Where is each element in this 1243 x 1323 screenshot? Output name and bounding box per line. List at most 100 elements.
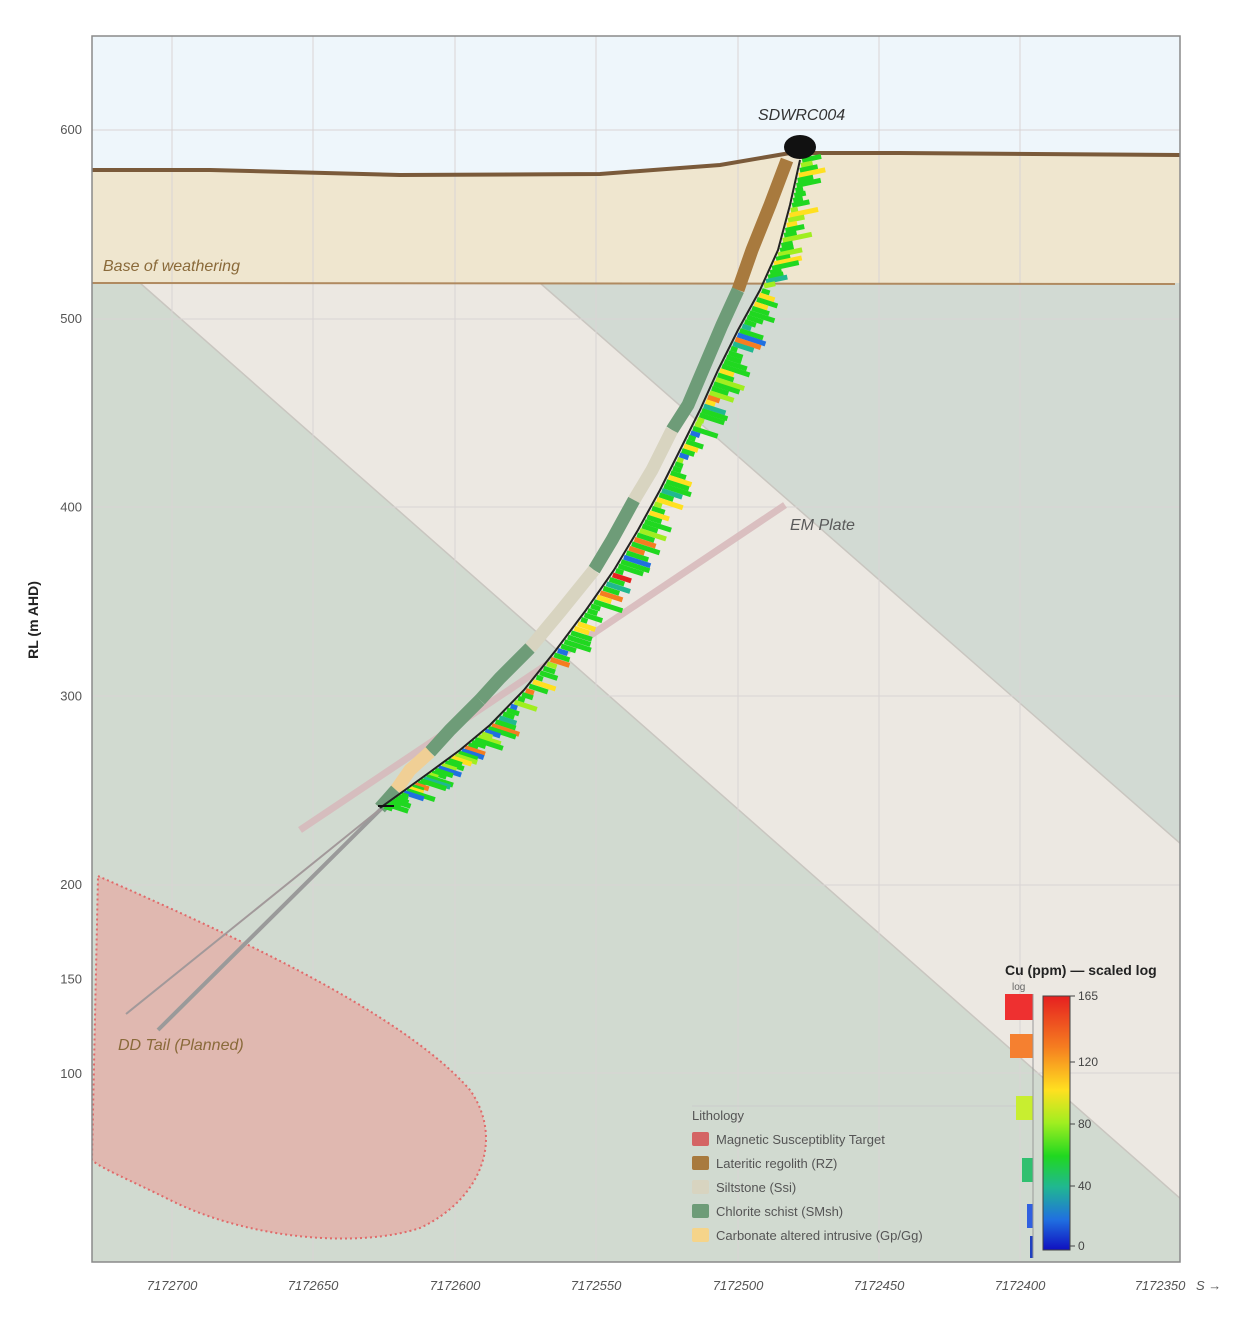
cu-assay-bar	[730, 345, 738, 353]
cu-assay-bar	[703, 403, 727, 416]
cu-assay-bar	[386, 802, 409, 814]
dd-tail-planned	[156, 798, 392, 1032]
cu-assay-bar	[687, 434, 697, 442]
cu-assay-bar	[741, 323, 752, 332]
cu-assay-bar	[715, 376, 745, 391]
cu-assay-bar	[494, 719, 517, 731]
colorbar-sub: log	[1012, 982, 1025, 993]
cu-assay-bar	[419, 778, 447, 792]
cu-assay-bar	[599, 590, 624, 603]
cb-bar-165	[1005, 994, 1033, 1020]
cu-assay-bar	[521, 691, 534, 701]
cu-assay-bar	[546, 661, 558, 670]
ground-surface	[92, 151, 1180, 178]
cu-assay-bar	[721, 363, 751, 378]
legend-label: Chlorite schist (SMsh)	[716, 1204, 843, 1219]
cu-assay-bar	[727, 350, 744, 360]
colorbar-ticks: 165 120 80 40 0	[1070, 989, 1098, 1253]
cu-assay-bar	[784, 224, 805, 233]
cu-assay-bar	[570, 630, 593, 642]
cu-assay-bar	[751, 305, 770, 317]
cu-assay-bar	[743, 319, 757, 328]
cu-assay-bar	[615, 568, 625, 576]
cu-assay-bars	[383, 153, 826, 814]
cu-assay-bar	[414, 782, 430, 792]
cu-assay-bar	[577, 621, 597, 632]
dd-tail-secondary	[125, 805, 385, 1015]
cu-assay-bar	[753, 301, 769, 311]
cu-assay-bar	[651, 505, 666, 515]
colorbar: Cu (ppm) — scaled log log 165 120 80 40 0	[1005, 962, 1157, 1258]
colorbar-tick-label: 120	[1078, 1055, 1098, 1069]
cu-assay-bar	[719, 368, 735, 378]
cu-assay-bar	[636, 532, 656, 543]
cu-assay-bar	[734, 336, 762, 350]
y-tick-label: 400	[60, 500, 82, 515]
x-tick-label: 7172400	[995, 1278, 1046, 1293]
cu-assay-bar	[567, 634, 592, 647]
cu-assay-bar	[631, 541, 661, 556]
cu-assay-bar	[467, 742, 479, 751]
cu-assay-bar	[560, 643, 577, 654]
cu-assay-bar	[464, 745, 486, 757]
cu-assay-bar	[797, 174, 814, 183]
base-of-weathering-line	[92, 282, 1176, 285]
cu-assay-bar	[678, 452, 690, 461]
plot-frame	[91, 35, 1181, 1263]
cu-assay-bar	[799, 164, 819, 173]
cu-assay-bar	[484, 728, 502, 739]
cu-assay-bar	[502, 711, 515, 720]
cu-assay-bar	[620, 559, 651, 574]
cu-assay-bar	[694, 421, 703, 429]
cu-assay-bar	[532, 679, 557, 692]
cu-assay-bar	[437, 765, 462, 778]
cu-assay-bar	[767, 271, 784, 280]
weathering-label: Base of weathering	[103, 258, 240, 275]
cu-assay-bar	[796, 177, 822, 188]
cu-assay-bar	[646, 514, 663, 525]
cu-assay-bar	[461, 748, 485, 760]
weathered-zone	[92, 153, 1180, 285]
cu-assay-bar	[732, 341, 755, 353]
cu-assay-bar	[676, 456, 684, 464]
x-tick-label: 7172350	[1135, 1278, 1186, 1293]
colorbar-tick-label: 40	[1078, 1179, 1092, 1193]
cu-assay-bar	[775, 253, 791, 262]
cu-assay-bar	[658, 492, 675, 502]
y-axis-label: RL (m AHD)	[25, 581, 41, 659]
cu-assay-bar	[725, 354, 742, 365]
colorbar-tick-label: 80	[1078, 1117, 1092, 1131]
cu-assay-bar	[665, 479, 690, 492]
cu-assay-bar	[587, 608, 599, 616]
x-tick-label: 7172550	[571, 1278, 622, 1293]
cu-assay-bar	[596, 594, 613, 605]
hole-name-label: SDWRC004	[758, 107, 845, 124]
x-tick-label: 7172700	[147, 1278, 198, 1293]
cu-assay-bar	[763, 281, 776, 289]
y-tick-label: 150	[60, 971, 82, 986]
lithology-strip	[375, 157, 794, 813]
cb-bar-80	[1016, 1096, 1033, 1120]
legend-label: Carbonate altered intrusive (Gp/Gg)	[716, 1228, 923, 1243]
em-plate-label: EM Plate	[790, 517, 855, 534]
hole-collar	[784, 135, 816, 159]
y-tick-label: 200	[60, 877, 82, 892]
y-tick-label: 300	[60, 688, 82, 703]
cu-assay-bar	[656, 496, 684, 511]
cu-assay-bar	[623, 554, 652, 569]
legend-swatch	[692, 1156, 709, 1170]
colorbar-tick-label: 165	[1078, 989, 1098, 1003]
cu-assay-bar	[549, 656, 571, 668]
cu-assay-bar	[790, 206, 799, 213]
x-tick-label: 7172500	[713, 1278, 764, 1293]
cu-assay-bar	[617, 563, 644, 577]
band-boundary-1	[139, 282, 1180, 1200]
cu-assay-bar	[633, 536, 657, 549]
legend: Lithology Magnetic Susceptiblity Target L…	[692, 1105, 1030, 1243]
cu-assay-bar	[451, 755, 473, 767]
x-tick-label: 7172450	[854, 1278, 905, 1293]
cu-assay-bar	[539, 670, 559, 681]
cu-assay-bar	[777, 247, 803, 258]
cu-assay-bar	[653, 501, 663, 509]
